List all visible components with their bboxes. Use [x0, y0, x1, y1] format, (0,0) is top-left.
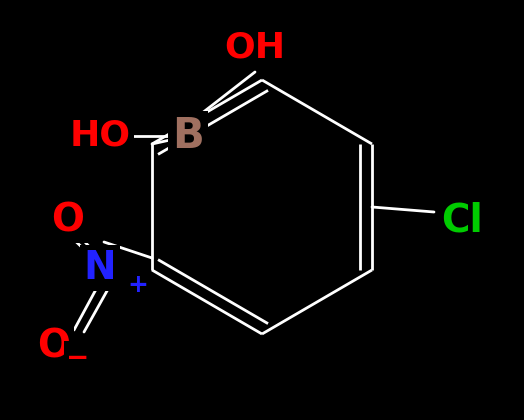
Text: N: N	[84, 249, 116, 287]
Text: B: B	[172, 115, 204, 157]
Text: +: +	[127, 273, 148, 297]
Text: OH: OH	[224, 31, 286, 65]
Text: −: −	[67, 344, 90, 372]
Text: Cl: Cl	[441, 201, 483, 239]
Text: O: O	[51, 201, 84, 239]
Text: O: O	[38, 327, 71, 365]
Text: HO: HO	[70, 119, 130, 153]
